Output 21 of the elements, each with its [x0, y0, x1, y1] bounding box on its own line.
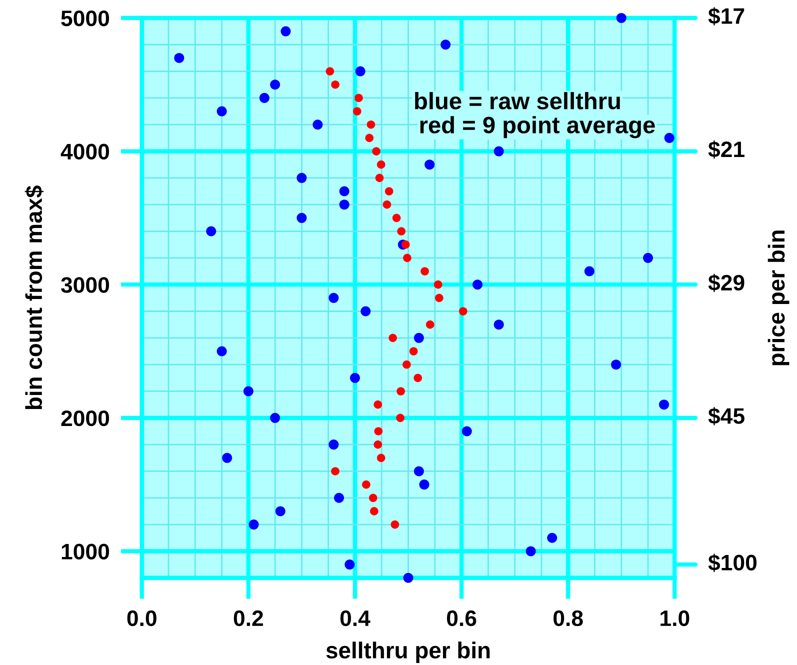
- y-tick-label: 3000: [61, 277, 110, 293]
- y-tick-label: 4000: [60, 144, 110, 160]
- x-tick-label: 0.2: [234, 610, 263, 626]
- text: $17: [708, 7, 744, 26]
- annotation: red = 9 point average: [420, 116, 655, 138]
- x-tick-label: 1.0: [660, 610, 690, 626]
- text: $100: [708, 554, 757, 572]
- annotation: blue = raw sellthru: [415, 92, 620, 110]
- x-tick-label: 0.6: [446, 610, 476, 626]
- x-tick-label: 0.4: [340, 610, 370, 626]
- x-tick-label: 0.0: [127, 610, 156, 626]
- y-tick-label: 2000: [61, 410, 110, 426]
- x-tick-label: 0.8: [554, 610, 583, 626]
- y-tick-label: 5000: [61, 10, 110, 26]
- y-axis-title: bin count from max$: [24, 186, 44, 410]
- text: $29: [708, 274, 744, 292]
- y-tick-label: 1000: [62, 544, 110, 560]
- x-axis-title: sellthru per bin: [326, 642, 490, 664]
- text: $45: [708, 407, 744, 426]
- y2-axis-title: price per bin: [768, 230, 790, 366]
- text: $21: [708, 140, 744, 159]
